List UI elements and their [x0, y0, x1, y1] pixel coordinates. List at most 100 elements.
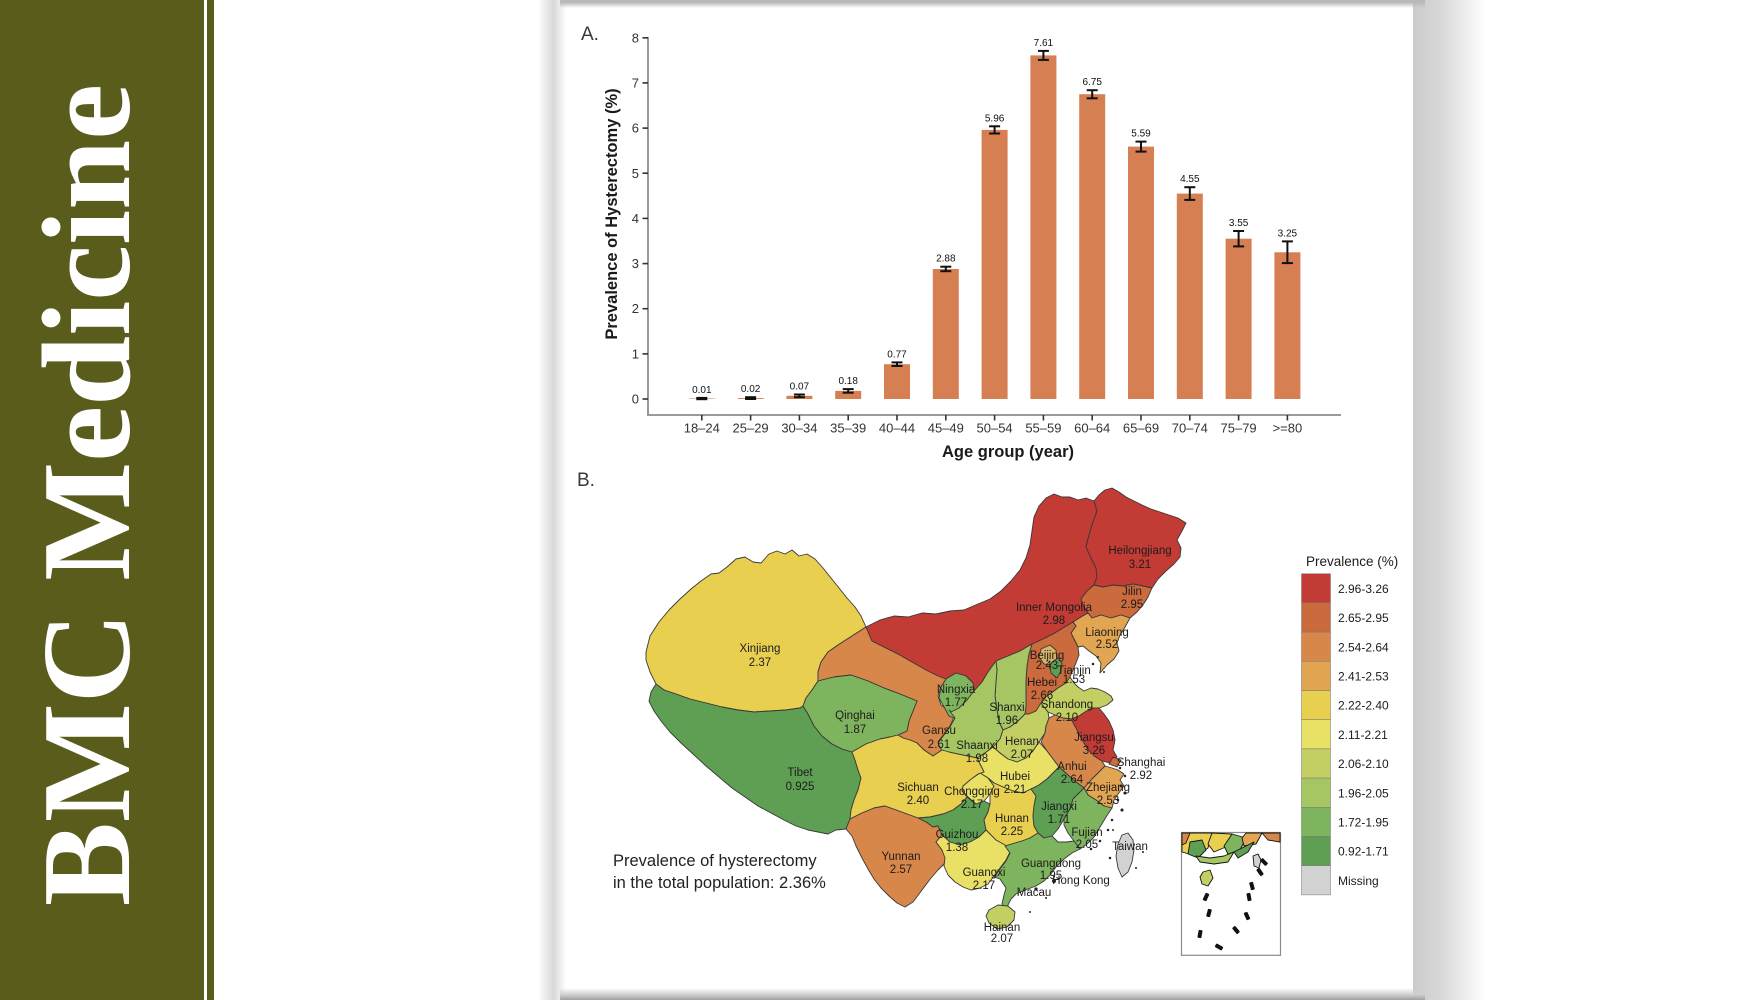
svg-text:Shaanxi: Shaanxi	[956, 740, 998, 752]
svg-text:Prevalence of Hysterectomy (%): Prevalence of Hysterectomy (%)	[603, 88, 621, 339]
svg-text:Guangxi: Guangxi	[963, 867, 1006, 879]
svg-text:55‒59: 55‒59	[1025, 421, 1061, 436]
svg-text:0.02: 0.02	[741, 384, 761, 395]
svg-text:2.92: 2.92	[1130, 770, 1152, 782]
svg-text:4: 4	[632, 211, 639, 226]
svg-text:Xinjiang: Xinjiang	[740, 643, 781, 655]
svg-text:in the total population: 2.36%: in the total population: 2.36%	[613, 874, 826, 892]
svg-text:30‒34: 30‒34	[781, 421, 817, 436]
svg-text:2.25: 2.25	[1001, 826, 1023, 838]
svg-text:>=80: >=80	[1273, 421, 1303, 436]
svg-text:Prevalence (%): Prevalence (%)	[1306, 554, 1398, 569]
svg-text:Shanghai: Shanghai	[1117, 757, 1166, 769]
svg-text:Taiwan: Taiwan	[1112, 841, 1148, 853]
svg-text:1.96: 1.96	[996, 715, 1018, 727]
svg-text:6.75: 6.75	[1082, 77, 1102, 88]
svg-text:Zhejiang: Zhejiang	[1086, 782, 1130, 794]
svg-text:0.925: 0.925	[786, 781, 815, 793]
svg-text:Tibet: Tibet	[787, 767, 813, 779]
svg-text:Gansu: Gansu	[922, 725, 956, 737]
svg-text:Jiangsu: Jiangsu	[1074, 732, 1114, 744]
svg-text:Ningxia: Ningxia	[937, 684, 976, 696]
svg-text:Anhui: Anhui	[1057, 761, 1086, 773]
svg-text:B.: B.	[577, 470, 595, 491]
svg-text:Henan: Henan	[1005, 736, 1039, 748]
svg-text:1.38: 1.38	[946, 842, 968, 854]
svg-text:2.43: 2.43	[1036, 660, 1058, 672]
svg-text:70‒74: 70‒74	[1172, 421, 1208, 436]
svg-text:2.64: 2.64	[1061, 774, 1084, 786]
svg-text:1.72-1.95: 1.72-1.95	[1338, 816, 1389, 830]
svg-text:Chongqing: Chongqing	[944, 786, 1000, 798]
svg-text:Missing: Missing	[1338, 874, 1379, 888]
svg-text:1: 1	[632, 346, 639, 361]
svg-text:0.01: 0.01	[692, 385, 712, 396]
svg-text:Tianjin: Tianjin	[1057, 665, 1090, 677]
svg-text:0.77: 0.77	[887, 349, 907, 360]
svg-text:Beijing: Beijing	[1030, 650, 1065, 662]
svg-text:Age group (year): Age group (year)	[942, 443, 1074, 461]
svg-text:1.95: 1.95	[1040, 870, 1062, 882]
svg-text:2.07: 2.07	[991, 933, 1013, 945]
svg-text:2.17: 2.17	[961, 799, 983, 811]
svg-text:Qinghai: Qinghai	[835, 710, 875, 722]
svg-text:Fujian: Fujian	[1071, 827, 1102, 839]
svg-text:7.61: 7.61	[1034, 38, 1054, 49]
svg-text:Jiangxi: Jiangxi	[1041, 801, 1077, 813]
svg-text:2.53: 2.53	[1097, 795, 1119, 807]
svg-text:2.66: 2.66	[1031, 690, 1053, 702]
svg-text:3.25: 3.25	[1278, 228, 1298, 239]
svg-text:2: 2	[632, 301, 639, 316]
svg-text:A.: A.	[581, 24, 599, 45]
svg-text:Macau: Macau	[1017, 887, 1052, 899]
svg-text:Guizhou: Guizhou	[936, 829, 979, 841]
svg-text:0.07: 0.07	[790, 382, 810, 393]
svg-text:8: 8	[632, 30, 639, 45]
svg-text:60‒64: 60‒64	[1074, 421, 1110, 436]
svg-text:2.40: 2.40	[907, 795, 929, 807]
svg-text:Hebei: Hebei	[1027, 677, 1057, 689]
svg-text:2.95: 2.95	[1121, 599, 1143, 611]
svg-text:45‒49: 45‒49	[928, 421, 964, 436]
svg-text:6: 6	[632, 121, 639, 136]
svg-text:5: 5	[632, 166, 639, 181]
svg-text:2.11-2.21: 2.11-2.21	[1338, 728, 1388, 742]
svg-text:40‒44: 40‒44	[879, 421, 915, 436]
svg-text:2.65-2.95: 2.65-2.95	[1338, 611, 1389, 625]
svg-text:1.96-2.05: 1.96-2.05	[1338, 786, 1389, 800]
svg-text:BMC Medicine: BMC Medicine	[18, 84, 157, 906]
svg-text:0: 0	[632, 392, 639, 407]
svg-text:2.88: 2.88	[936, 254, 956, 265]
svg-text:1.77: 1.77	[945, 697, 967, 709]
svg-text:Sichuan: Sichuan	[897, 782, 939, 794]
svg-text:Yunnan: Yunnan	[881, 851, 920, 863]
svg-text:1.71: 1.71	[1048, 814, 1070, 826]
svg-text:3.26: 3.26	[1083, 745, 1105, 757]
svg-text:2.06-2.10: 2.06-2.10	[1338, 757, 1389, 771]
svg-text:1.53: 1.53	[1063, 674, 1085, 686]
svg-text:3.55: 3.55	[1229, 218, 1249, 229]
svg-text:2.05: 2.05	[1076, 839, 1098, 851]
svg-text:Hong Kong: Hong Kong	[1052, 875, 1110, 887]
svg-text:2.22-2.40: 2.22-2.40	[1338, 699, 1389, 713]
svg-text:2.07: 2.07	[1011, 749, 1033, 761]
svg-text:2.61: 2.61	[928, 739, 950, 751]
svg-text:Inner Mongolia: Inner Mongolia	[1016, 602, 1093, 614]
svg-text:65‒69: 65‒69	[1123, 421, 1159, 436]
svg-text:5.96: 5.96	[985, 113, 1005, 124]
svg-text:2.98: 2.98	[1043, 615, 1065, 627]
svg-text:Liaoning: Liaoning	[1085, 627, 1128, 639]
svg-text:18‒24: 18‒24	[684, 421, 720, 436]
svg-text:4.55: 4.55	[1180, 174, 1200, 185]
svg-text:1.87: 1.87	[844, 724, 866, 736]
svg-text:2.41-2.53: 2.41-2.53	[1338, 670, 1389, 684]
svg-text:2.10: 2.10	[1056, 712, 1078, 724]
svg-text:Prevalence of hysterectomy: Prevalence of hysterectomy	[613, 852, 817, 870]
svg-text:50‒54: 50‒54	[977, 421, 1013, 436]
svg-text:2.54-2.64: 2.54-2.64	[1338, 640, 1389, 654]
svg-text:0.92-1.71: 0.92-1.71	[1338, 845, 1389, 859]
svg-text:Heilongjiang: Heilongjiang	[1108, 545, 1171, 557]
svg-text:Shandong: Shandong	[1041, 699, 1093, 711]
svg-text:2.57: 2.57	[890, 864, 912, 876]
svg-text:35‒39: 35‒39	[830, 421, 866, 436]
